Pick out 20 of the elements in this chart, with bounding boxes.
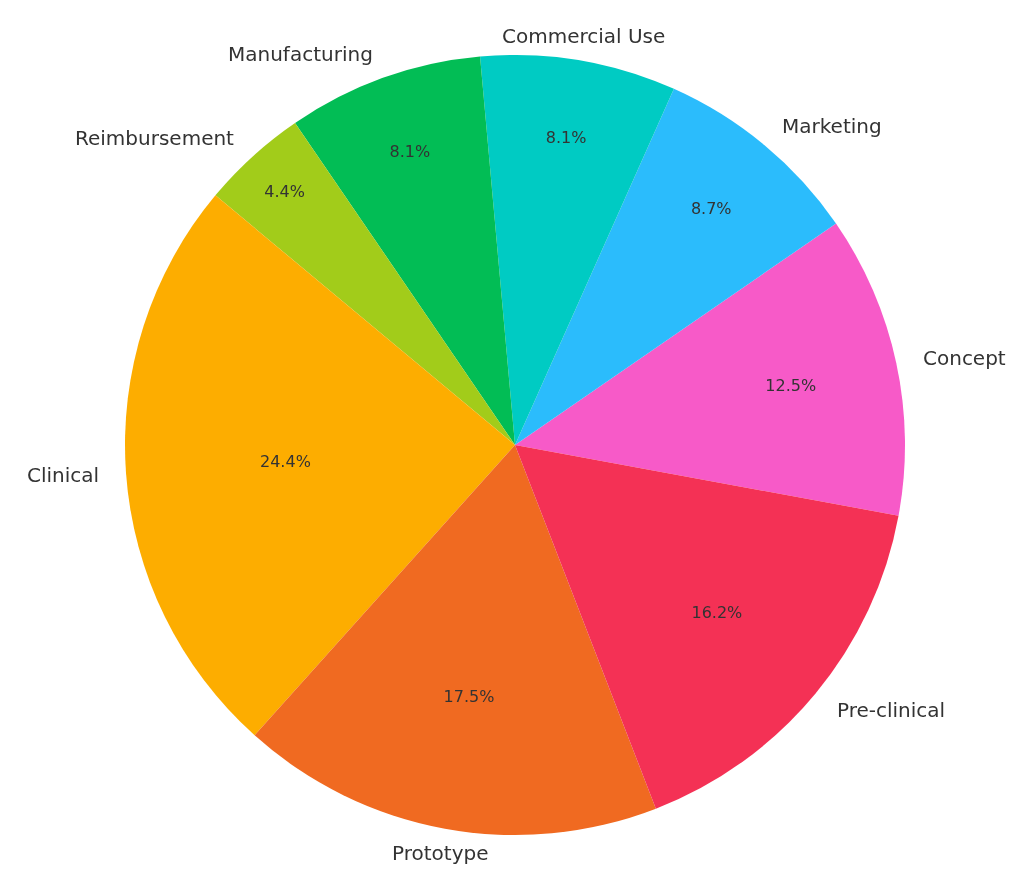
slice-label: Clinical — [27, 463, 100, 487]
data-label: 24.4% — [259, 452, 311, 472]
slice-label: Concept — [923, 346, 1006, 370]
pie-slice — [254, 445, 656, 835]
data-label: 16.2% — [691, 602, 743, 622]
data-label: 8.7% — [690, 199, 732, 219]
pie-slice — [480, 55, 674, 445]
pie-slice — [125, 195, 515, 736]
data-label: 8.1% — [545, 128, 587, 148]
slice-label: Reimbursement — [75, 126, 235, 150]
slice-label: Prototype — [392, 841, 489, 865]
slice-label: Manufacturing — [228, 42, 373, 66]
data-label: 4.4% — [264, 181, 305, 201]
slice-label: Pre-clinical — [837, 698, 946, 722]
data-label: 17.5% — [443, 687, 495, 707]
slice-label: Marketing — [782, 114, 882, 138]
data-label: 12.5% — [765, 376, 817, 396]
data-label: 8.1% — [389, 142, 431, 162]
slice-label: Commercial Use — [502, 24, 666, 48]
pie-slice — [515, 223, 905, 516]
